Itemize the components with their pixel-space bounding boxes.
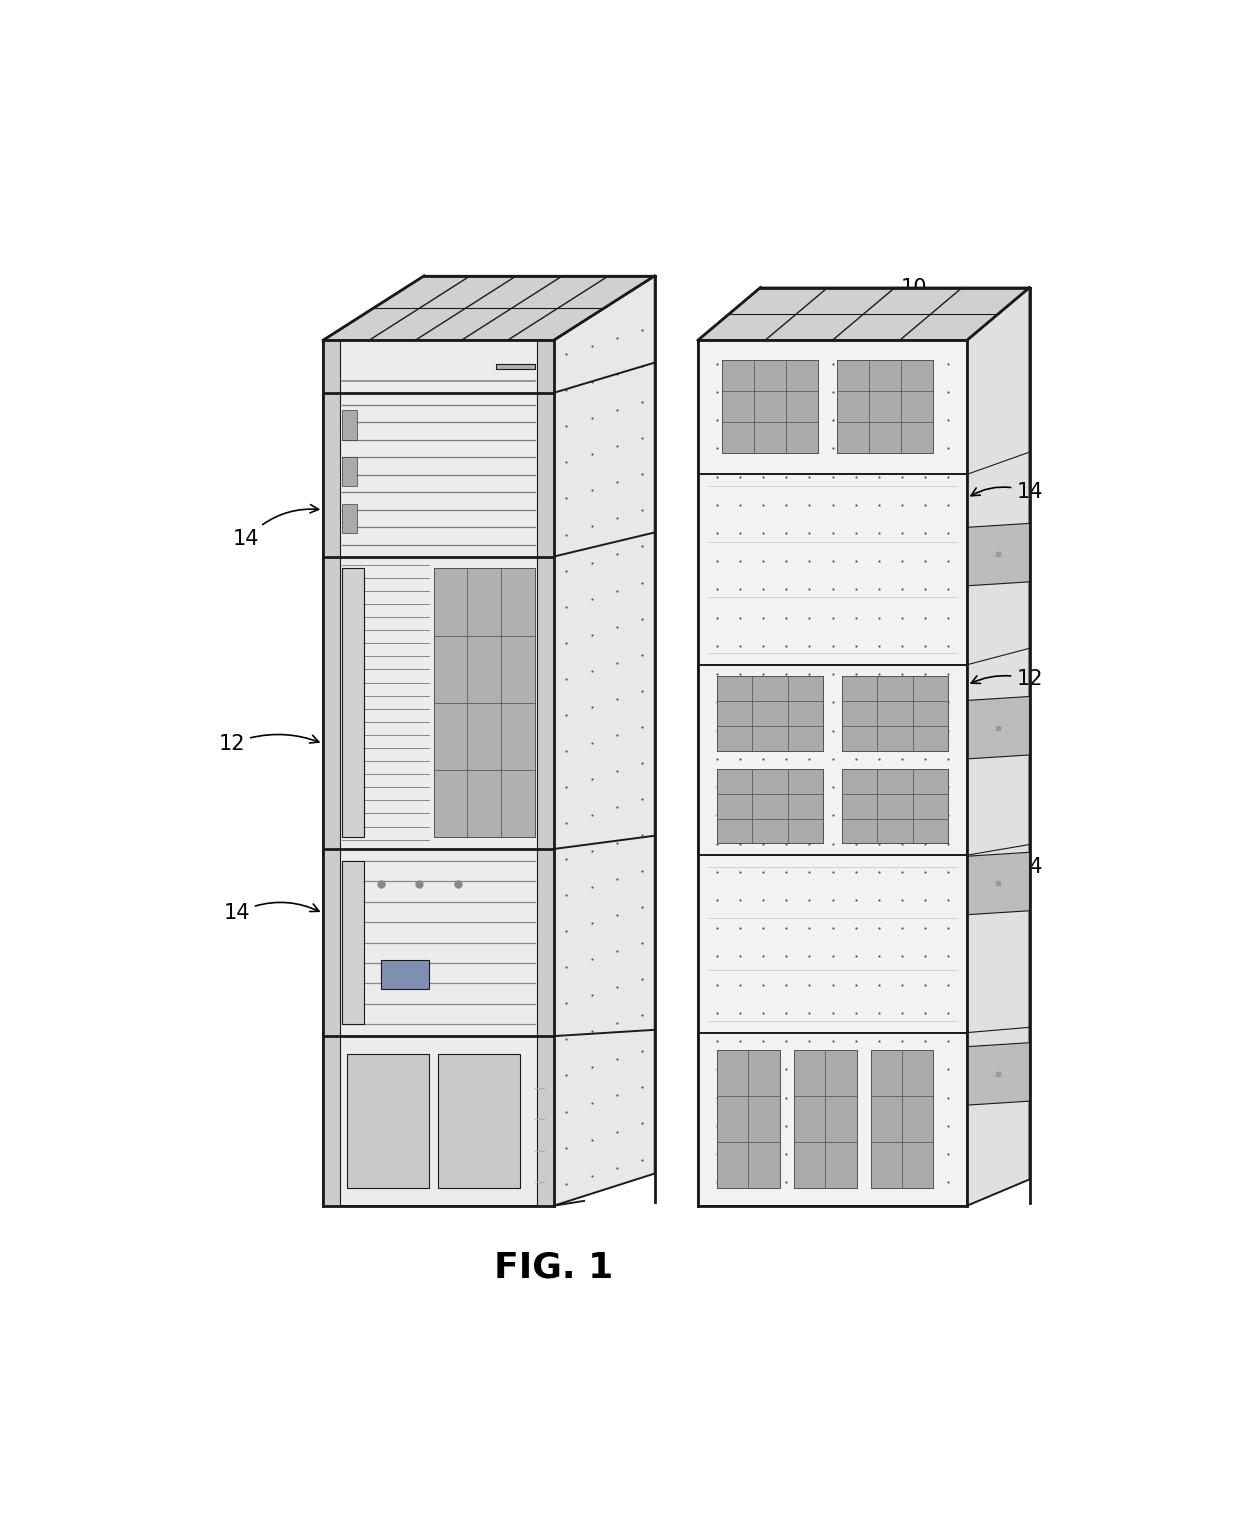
Bar [347, 1054, 429, 1188]
Bar [717, 676, 823, 750]
Bar [342, 861, 363, 1024]
Polygon shape [967, 852, 1029, 914]
Text: 14: 14 [971, 482, 1043, 503]
Polygon shape [967, 287, 1029, 1206]
Bar [842, 769, 947, 843]
Text: 10: 10 [382, 278, 443, 324]
Bar [537, 340, 554, 1206]
Bar [842, 676, 947, 750]
Polygon shape [967, 697, 1029, 760]
Bar [794, 1050, 857, 1188]
Bar [342, 504, 357, 533]
Polygon shape [554, 276, 655, 1206]
Bar [717, 769, 823, 843]
Bar [342, 457, 357, 486]
Text: 14: 14 [233, 504, 319, 548]
Bar [698, 340, 967, 1206]
Bar [434, 568, 534, 837]
Polygon shape [698, 287, 1029, 340]
Text: 10: 10 [868, 278, 928, 324]
Polygon shape [967, 1042, 1029, 1106]
Bar [837, 360, 934, 453]
Bar [870, 1050, 934, 1188]
Bar [324, 340, 554, 1206]
Text: 12: 12 [971, 670, 1043, 690]
Bar [342, 568, 363, 837]
Bar [324, 340, 341, 1206]
Bar [722, 360, 818, 453]
Text: 14: 14 [223, 902, 319, 924]
Bar [439, 1054, 521, 1188]
Polygon shape [967, 524, 1029, 586]
Bar [381, 960, 429, 989]
Polygon shape [324, 276, 655, 340]
Bar [717, 1050, 780, 1188]
Bar [342, 410, 357, 439]
Text: 12: 12 [218, 734, 319, 753]
Bar [496, 363, 534, 369]
Text: 14: 14 [971, 857, 1043, 876]
Text: FIG. 1: FIG. 1 [495, 1250, 614, 1285]
